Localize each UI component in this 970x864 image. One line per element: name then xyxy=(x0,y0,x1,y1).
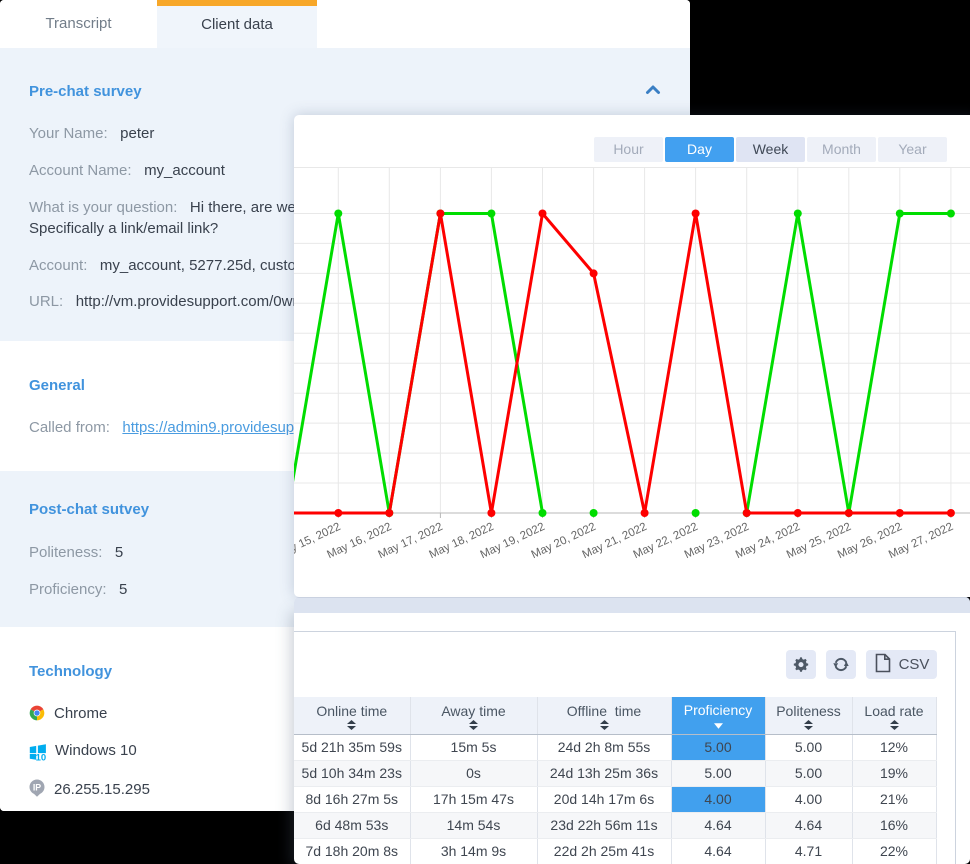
svg-text:10: 10 xyxy=(36,753,46,762)
svg-text:IP: IP xyxy=(33,782,41,792)
